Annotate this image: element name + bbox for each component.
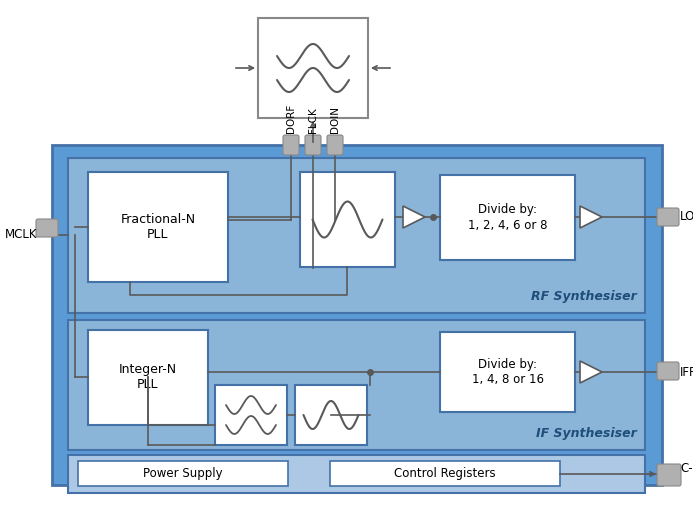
Polygon shape	[403, 206, 425, 228]
Text: FLCK: FLCK	[308, 107, 318, 133]
Bar	[88, 172, 228, 282]
FancyBboxPatch shape	[657, 208, 679, 226]
FancyBboxPatch shape	[657, 362, 679, 380]
FancyBboxPatch shape	[657, 464, 681, 486]
Text: Fractional-N
PLL: Fractional-N PLL	[121, 213, 195, 241]
Text: MCLK: MCLK	[4, 229, 37, 241]
Text: IF Synthesiser: IF Synthesiser	[536, 427, 637, 440]
Bar	[68, 158, 645, 313]
Bar	[258, 18, 368, 118]
Text: C-BUS: C-BUS	[680, 462, 693, 474]
Text: DOIN: DOIN	[330, 106, 340, 133]
Text: Divide by:
1, 2, 4, 6 or 8: Divide by: 1, 2, 4, 6 or 8	[468, 204, 547, 232]
Text: DORF: DORF	[286, 104, 296, 133]
Bar	[52, 145, 662, 485]
Bar	[330, 461, 560, 486]
Text: Control Registers: Control Registers	[394, 467, 495, 480]
FancyBboxPatch shape	[283, 135, 299, 155]
Text: Divide by:
1, 4, 8 or 16: Divide by: 1, 4, 8 or 16	[471, 358, 543, 386]
FancyBboxPatch shape	[36, 219, 58, 237]
Text: Power Supply: Power Supply	[143, 467, 223, 480]
Bar	[300, 172, 395, 267]
Text: RF Synthesiser: RF Synthesiser	[532, 290, 637, 303]
Bar	[215, 385, 287, 445]
Text: Integer-N
PLL: Integer-N PLL	[119, 363, 177, 391]
Bar	[78, 461, 288, 486]
Text: LOOUT: LOOUT	[680, 211, 693, 223]
Bar	[68, 320, 645, 450]
Polygon shape	[580, 361, 602, 383]
Bar	[440, 175, 575, 260]
Bar	[68, 455, 645, 493]
Bar	[295, 385, 367, 445]
FancyBboxPatch shape	[327, 135, 343, 155]
FancyBboxPatch shape	[305, 135, 321, 155]
Polygon shape	[580, 206, 602, 228]
Bar	[440, 332, 575, 412]
Text: IFPLLOUT: IFPLLOUT	[680, 365, 693, 379]
Bar	[88, 330, 208, 425]
